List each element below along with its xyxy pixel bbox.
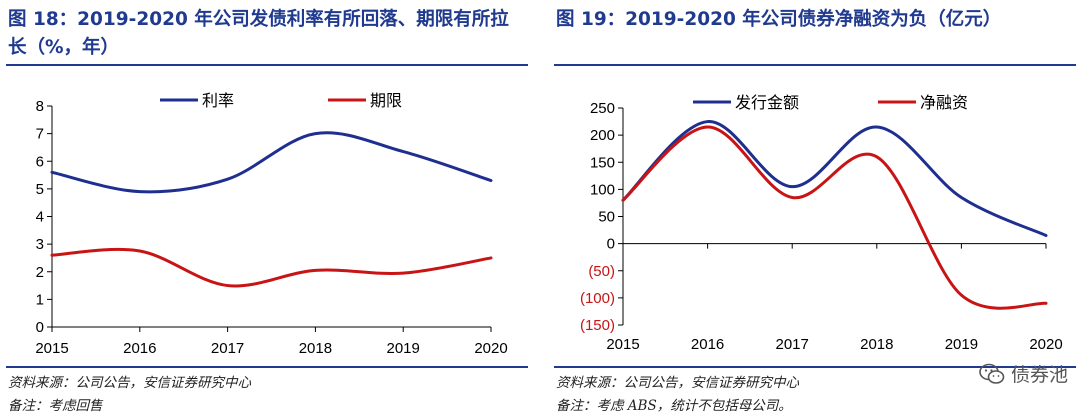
legend-label: 净融资	[920, 94, 968, 112]
title-rule	[554, 64, 1076, 66]
series-line-净融资	[621, 125, 1048, 310]
y-tick-label: 0	[607, 236, 615, 253]
source-text: 资料来源：公司公告，安信证券研究中心	[8, 375, 251, 391]
legend-label: 利率	[202, 92, 234, 110]
y-tick-label: 3	[36, 236, 44, 253]
watermark-text: 债券池	[1010, 364, 1068, 386]
y-tick-label: 250	[590, 100, 615, 117]
y-tick-label: 7	[36, 126, 44, 143]
x-tick-label: 2020	[1029, 336, 1062, 353]
y-tick-label: 8	[36, 98, 44, 115]
y-tick-label: (100)	[580, 290, 615, 307]
y-tick-label: (150)	[580, 317, 615, 334]
x-tick-label: 2019	[387, 340, 420, 357]
x-tick-label: 2016	[123, 340, 156, 357]
series-line-期限	[50, 247, 493, 288]
legend-label: 发行金额	[735, 94, 799, 112]
y-tick-label: 5	[36, 181, 44, 198]
note-text: 备注：考虑 ABS，统计不包括母公司。	[556, 398, 792, 414]
x-tick-label: 2019	[945, 336, 978, 353]
net-financing-chart: (150) (100) (50) 0 50 100 150 200 250 2015 2016 201…	[580, 94, 1063, 353]
y-tick-label: 150	[590, 154, 615, 171]
y-tick-label: 50	[598, 209, 615, 226]
left-chart-panel: 图 18：2019-2020 年公司发债利率有所回落、期限有所拉长（%，年） 0…	[0, 0, 530, 419]
series-line-发行金额	[621, 120, 1048, 237]
x-tick-label: 2016	[691, 336, 724, 353]
y-tick-label: (50)	[588, 263, 615, 280]
source-rule	[554, 366, 1076, 368]
right-chart-panel: 图 19：2019-2020 年公司债券净融资为负（亿元） (150) (100)…	[548, 0, 1078, 419]
y-tick-label: 100	[590, 181, 615, 198]
chart-title: 图 19：2019-2020 年公司债券净融资为负（亿元）	[556, 9, 1002, 30]
y-tick-label: 4	[36, 209, 44, 226]
x-tick-label: 2015	[35, 340, 68, 357]
y-tick-label: 0	[36, 319, 44, 336]
y-tick-label: 1	[36, 291, 44, 308]
x-tick-label: 2020	[474, 340, 507, 357]
x-tick-label: 2017	[776, 336, 809, 353]
watermark: 债券池	[979, 360, 1068, 387]
rate-term-chart: 0 1 2 3 4 5 6 7 8 2015 2016 2017 2018 2019 2020 利率 期限	[35, 92, 507, 357]
x-tick-label: 2017	[211, 340, 244, 357]
note-text: 备注：考虑回售	[8, 398, 103, 414]
wechat-icon	[979, 363, 1005, 384]
chart-title: 图 18：2019-2020 年公司发债利率有所回落、期限有所拉长（%，年）	[8, 9, 509, 58]
y-tick-label: 200	[590, 127, 615, 144]
source-text: 资料来源：公司公告，安信证券研究中心	[556, 375, 799, 391]
legend-label: 期限	[370, 92, 402, 110]
y-tick-label: 6	[36, 153, 44, 170]
title-rule	[6, 64, 528, 66]
y-tick-label: 2	[36, 264, 44, 281]
source-rule	[6, 366, 528, 368]
x-tick-label: 2018	[860, 336, 893, 353]
x-tick-label: 2015	[606, 336, 639, 353]
x-tick-label: 2018	[299, 340, 332, 357]
series-line-利率	[50, 131, 493, 194]
